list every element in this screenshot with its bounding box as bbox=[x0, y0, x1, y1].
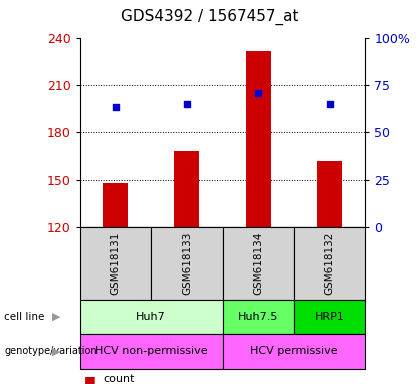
Bar bbox=[223, 227, 294, 300]
Bar bbox=[80, 227, 151, 300]
Bar bbox=[174, 151, 199, 227]
Point bbox=[112, 104, 119, 111]
Bar bbox=[151, 227, 223, 300]
Bar bbox=[294, 227, 365, 300]
Point bbox=[255, 90, 262, 96]
Text: Huh7: Huh7 bbox=[136, 312, 166, 322]
Bar bbox=[80, 300, 223, 334]
Text: GSM618131: GSM618131 bbox=[110, 231, 121, 295]
Text: GSM618134: GSM618134 bbox=[253, 231, 263, 295]
Text: GSM618132: GSM618132 bbox=[325, 231, 335, 295]
Text: GSM618133: GSM618133 bbox=[182, 231, 192, 295]
Text: HCV permissive: HCV permissive bbox=[250, 346, 338, 356]
Text: count: count bbox=[103, 374, 134, 384]
Point bbox=[184, 101, 190, 107]
Bar bbox=[80, 334, 223, 369]
Text: ■: ■ bbox=[84, 374, 96, 384]
Bar bbox=[246, 51, 271, 227]
Text: cell line: cell line bbox=[4, 312, 45, 322]
Text: HCV non-permissive: HCV non-permissive bbox=[95, 346, 207, 356]
Bar bbox=[223, 334, 365, 369]
Point bbox=[326, 101, 333, 107]
Text: Huh7.5: Huh7.5 bbox=[238, 312, 278, 322]
Bar bbox=[294, 300, 365, 334]
Text: genotype/variation: genotype/variation bbox=[4, 346, 97, 356]
Bar bbox=[223, 300, 294, 334]
Text: GDS4392 / 1567457_at: GDS4392 / 1567457_at bbox=[121, 9, 299, 25]
Text: HRP1: HRP1 bbox=[315, 312, 345, 322]
Bar bbox=[317, 161, 342, 227]
Bar bbox=[103, 183, 128, 227]
Text: ▶: ▶ bbox=[52, 312, 61, 322]
Text: ▶: ▶ bbox=[52, 346, 61, 356]
